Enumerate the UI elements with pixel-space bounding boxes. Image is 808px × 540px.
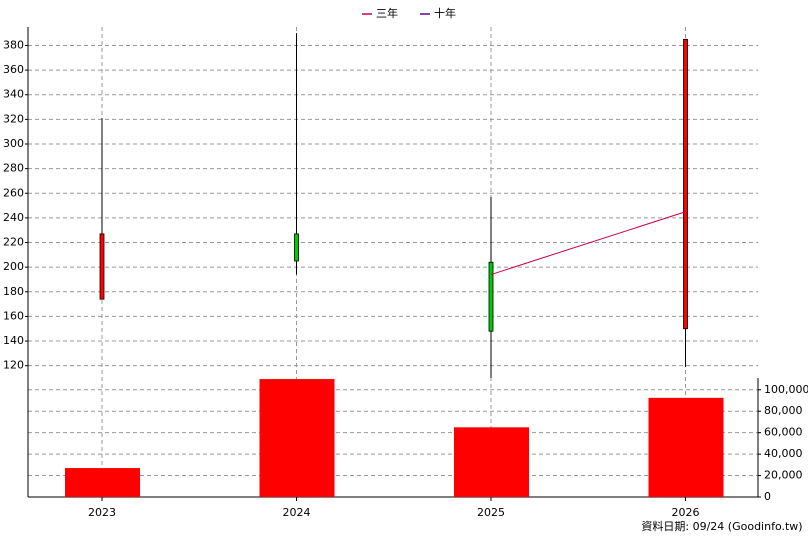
y-tick-label: 180 <box>3 285 24 298</box>
y2-tick-label: 40,000 <box>764 447 803 460</box>
y-tick-label: 260 <box>3 186 24 199</box>
y-tick-label: 240 <box>3 211 24 224</box>
x-tick-label: 2023 <box>88 506 116 519</box>
y-tick-label: 200 <box>3 260 24 273</box>
candle-body <box>294 233 299 262</box>
legend-label: 十年 <box>434 6 456 20</box>
volume-bar <box>648 397 724 497</box>
y2-tick-label: 0 <box>764 490 771 503</box>
y-tick-label: 320 <box>3 112 24 125</box>
x-tick-label: 2024 <box>283 506 311 519</box>
volume-bar <box>259 379 335 497</box>
y-tick-label: 300 <box>3 137 24 150</box>
line-series <box>490 211 686 276</box>
y-tick-label: 160 <box>3 309 24 322</box>
candle-body <box>488 261 494 332</box>
y2-tick-label: 20,000 <box>764 469 803 482</box>
y-tick-label: 340 <box>3 88 24 101</box>
volume-bar <box>454 427 529 497</box>
y2-tick-label: 80,000 <box>764 404 803 417</box>
volume-bar <box>65 468 140 497</box>
y-tick-label: 280 <box>3 162 24 175</box>
y-tick-label: 220 <box>3 236 24 249</box>
candle-body <box>99 233 105 300</box>
y-tick-label: 380 <box>3 38 24 51</box>
y2-tick-label: 100,000 <box>764 383 808 396</box>
y2-tick-label: 60,000 <box>764 426 803 439</box>
y-tick-label: 140 <box>3 334 24 347</box>
y-tick-label: 360 <box>3 63 24 76</box>
candle-body <box>683 38 688 330</box>
legend-label: 三年 <box>376 6 398 20</box>
x-tick-label: 2026 <box>672 506 700 519</box>
x-tick-label: 2025 <box>477 506 505 519</box>
footer: 資料日期: 09/24 (Goodinfo.tw) <box>641 519 802 533</box>
y-tick-label: 120 <box>3 359 24 372</box>
